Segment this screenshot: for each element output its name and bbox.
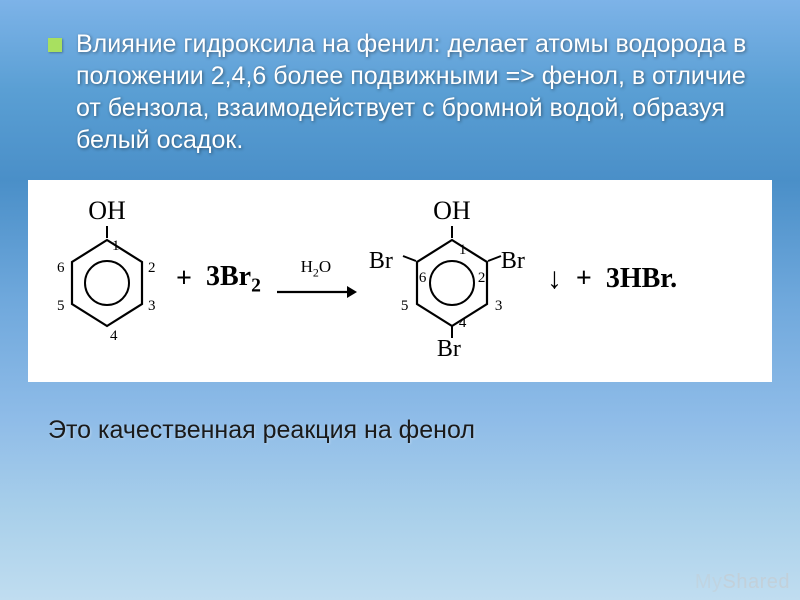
pos-2: 2 [148,260,156,277]
pos-2: 2 [478,270,486,287]
slide-container: Влияние гидроксила на фенил: делает атом… [0,0,800,600]
plus-sign: + [576,263,592,295]
br-subst-4: Br [437,336,461,363]
hydroxyl-label: OH [433,196,471,226]
arrow-o: O [319,257,331,276]
pos-6: 6 [57,260,65,277]
arrow-h: H [301,257,313,276]
reagent-text: 3Br [206,261,251,292]
arrow-condition: H2O [301,257,332,280]
precipitate-arrow: ↓ [547,262,562,296]
pos-4: 4 [110,328,118,345]
pos-3: 3 [495,298,503,315]
byproduct: 3HBr. [606,263,677,295]
bullet-marker [48,38,62,52]
reagent-sub: 2 [251,275,261,296]
reaction-panel: OH 1 2 3 4 5 6 + 3Br2 [28,180,772,382]
reaction-equation: OH 1 2 3 4 5 6 + 3Br2 [52,198,748,360]
reactant-molecule: OH 1 2 3 4 5 6 [52,198,162,360]
pos-1: 1 [459,242,467,259]
product-molecule: OH 1 2 3 4 5 6 Br Br Br [371,198,533,360]
pos-1: 1 [112,238,120,255]
pos-3: 3 [148,298,156,315]
arrow-svg [275,283,357,301]
pos-6: 6 [419,270,427,287]
pos-5: 5 [57,298,65,315]
bromine-reagent: 3Br2 [206,261,261,298]
reaction-arrow: H2O [275,257,357,300]
bullet-block: Влияние гидроксила на фенил: делает атом… [48,28,760,156]
watermark: MyShared [695,571,790,594]
hydroxyl-label: OH [88,196,126,226]
caption-text: Это качественная реакция на фенол [48,416,760,445]
pos-5: 5 [401,298,409,315]
hexagon-svg [68,238,146,328]
bond-line [451,226,453,238]
watermark-part2: Shared [723,571,791,593]
pos-4: 4 [459,315,467,332]
watermark-part1: My [695,571,723,593]
benzene-ring [68,238,146,328]
br-subst-6: Br [369,248,393,275]
bond-line [106,226,108,238]
br-subst-2: Br [501,248,525,275]
plus-sign: + [176,263,192,295]
bullet-text: Влияние гидроксила на фенил: делает атом… [76,28,760,156]
